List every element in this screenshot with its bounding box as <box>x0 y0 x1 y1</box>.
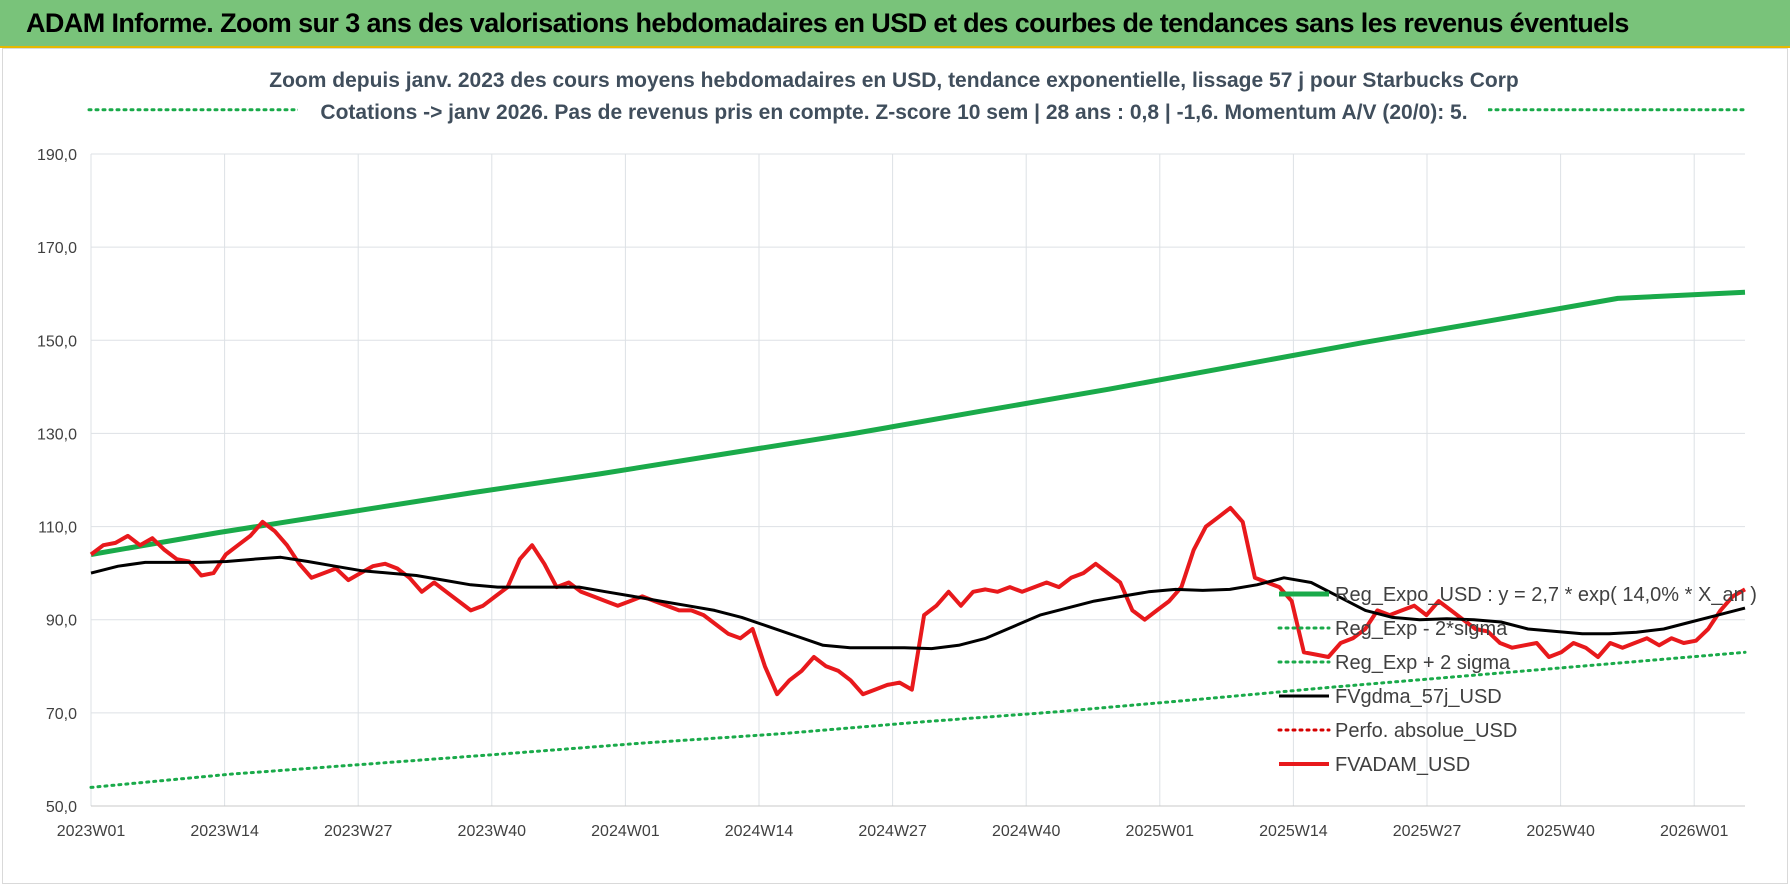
x-tick-label: 2024W27 <box>858 823 927 840</box>
report-title: ADAM Informe. Zoom sur 3 ans des valoris… <box>26 8 1629 38</box>
report-banner: ADAM Informe. Zoom sur 3 ans des valoris… <box>0 0 1790 48</box>
chart-grid <box>90 153 1745 807</box>
y-tick-label: 110,0 <box>38 520 77 537</box>
y-tick-label: 190,0 <box>37 147 77 164</box>
chart-title-line-1: Zoom depuis janv. 2023 des cours moyens … <box>269 69 1519 92</box>
chart-title-line-2: Cotations -> janv 2026. Pas de revenus p… <box>320 101 1467 124</box>
chart-title: Zoom depuis janv. 2023 des cours moyens … <box>269 59 1519 135</box>
x-tick-label: 2025W40 <box>1526 823 1595 840</box>
legend-label: Perfo. absolue_USD <box>1335 720 1517 742</box>
y-tick-label: 130,0 <box>37 426 77 443</box>
x-tick-label: 2025W01 <box>1126 823 1195 840</box>
y-tick-label: 150,0 <box>37 333 77 350</box>
legend-label: FVgdma_57j_USD <box>1335 686 1502 708</box>
legend-label: Reg_Exp - 2*sigma <box>1335 618 1508 640</box>
chart-frame: 50,0 70,0 90,0 110,0 130,0 150,0 170,0 190,0 20… <box>2 48 1788 884</box>
series-line-5 <box>89 505 1746 697</box>
y-tick-label: 90,0 <box>46 613 77 630</box>
x-tick-label: 2023W01 <box>57 823 126 840</box>
y-tick-label: 50,0 <box>46 799 77 816</box>
y-tick-label: 70,0 <box>46 706 77 723</box>
x-tick-label: 2025W14 <box>1259 823 1328 840</box>
series-line-3 <box>90 555 1746 651</box>
series-line-0 <box>90 289 1746 557</box>
chart-legend: Reg_Expo_USD : y = 2,7 * exp( 14,0% * X_… <box>1277 584 1757 776</box>
y-tick-label: 170,0 <box>37 240 77 257</box>
x-tick-label: 2025W27 <box>1393 823 1462 840</box>
legend-label: FVADAM_USD <box>1335 754 1470 776</box>
x-tick-label: 2026W01 <box>1660 823 1729 840</box>
x-tick-label: 2023W14 <box>190 823 259 840</box>
chart-svg: 50,0 70,0 90,0 110,0 130,0 150,0 170,0 190,0 20… <box>37 59 1757 840</box>
y-axis-ticks: 50,0 70,0 90,0 110,0 130,0 150,0 170,0 190,0 <box>37 147 77 816</box>
x-tick-label: 2024W01 <box>591 823 660 840</box>
x-tick-label: 2023W40 <box>458 823 527 840</box>
x-tick-label: 2024W40 <box>992 823 1061 840</box>
x-tick-label: 2024W14 <box>725 823 794 840</box>
x-axis-ticks: 2023W01 2023W14 2023W27 2023W40 2024W01 2024W… <box>57 823 1729 840</box>
x-tick-label: 2023W27 <box>324 823 393 840</box>
legend-label: Reg_Exp + 2 sigma <box>1335 652 1511 674</box>
legend-label: Reg_Expo_USD : y = 2,7 * exp( 14,0% * X_… <box>1335 584 1757 606</box>
